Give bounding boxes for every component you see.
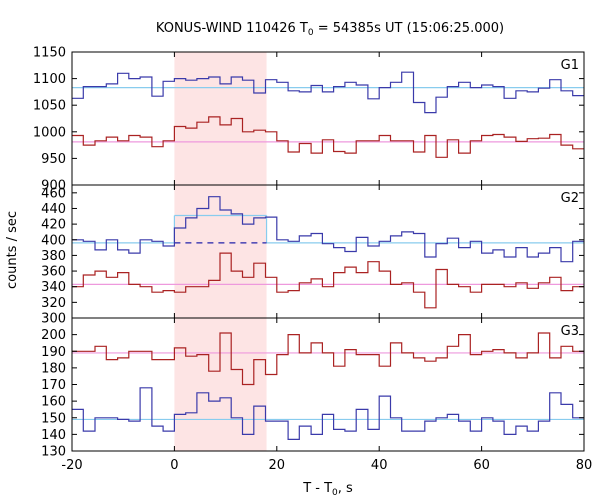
y-tick-label-g3-140: 140 bbox=[41, 428, 66, 443]
y-tick-label-g2-400: 400 bbox=[41, 233, 66, 248]
x-tick-label-40: 40 bbox=[371, 458, 388, 473]
series-g3-red bbox=[72, 332, 584, 386]
plot-area: 9009501000105011001150G13003203403603804… bbox=[33, 46, 592, 474]
y-tick-label-g3-150: 150 bbox=[41, 411, 66, 426]
x-tick-label--20: -20 bbox=[61, 458, 82, 473]
y-tick-label-g3-190: 190 bbox=[41, 345, 66, 360]
y-tick-label-g1-900: 900 bbox=[41, 179, 66, 194]
y-tick-label-g2-440: 440 bbox=[41, 202, 66, 217]
y-axis-label: counts / sec bbox=[5, 211, 20, 289]
y-tick-label-g2-460: 460 bbox=[41, 186, 66, 201]
series-g2-blue bbox=[72, 196, 584, 263]
y-tick-label-g2-340: 340 bbox=[41, 280, 66, 295]
panel-frame-g1 bbox=[71, 51, 585, 186]
y-tick-label-g1-1000: 1000 bbox=[33, 125, 66, 140]
y-tick-label-g3-180: 180 bbox=[41, 361, 66, 376]
shaded-interval bbox=[174, 52, 267, 451]
series-g1-red bbox=[72, 116, 584, 158]
panel-frame-g2 bbox=[71, 184, 585, 319]
x-tick-label-0: 0 bbox=[170, 458, 178, 473]
y-tick-label-g3-200: 200 bbox=[41, 328, 66, 343]
x-tick-label-60: 60 bbox=[473, 458, 490, 473]
y-tick-label-g1-1100: 1100 bbox=[33, 72, 66, 87]
series-g3-blue bbox=[72, 387, 584, 440]
chart-title: KONUS-WIND 110426 T0 = 54385s UT (15:06:… bbox=[156, 21, 504, 38]
y-tick-label-g1-950: 950 bbox=[41, 152, 66, 167]
y-tick-label-g2-300: 300 bbox=[41, 312, 66, 327]
x-axis-label: T - T0, s bbox=[302, 481, 353, 498]
y-tick-label-g2-420: 420 bbox=[41, 218, 66, 233]
x-tick-label-20: 20 bbox=[269, 458, 286, 473]
panel-label-g2: G2 bbox=[561, 191, 579, 206]
series-g1-blue bbox=[72, 71, 584, 114]
panel-frame-g3 bbox=[71, 317, 585, 452]
panel-label-g3: G3 bbox=[561, 324, 579, 339]
panel-label-g1: G1 bbox=[561, 58, 579, 73]
y-tick-label-g2-380: 380 bbox=[41, 249, 66, 264]
y-tick-label-g3-160: 160 bbox=[41, 395, 66, 410]
series-g2-red bbox=[72, 252, 584, 309]
y-tick-label-g2-360: 360 bbox=[41, 265, 66, 280]
y-tick-label-g1-1050: 1050 bbox=[33, 99, 66, 114]
y-tick-label-g2-320: 320 bbox=[41, 296, 66, 311]
y-tick-label-g1-1150: 1150 bbox=[33, 46, 66, 61]
x-tick-label-80: 80 bbox=[576, 458, 593, 473]
y-tick-label-g3-130: 130 bbox=[41, 445, 66, 460]
y-tick-label-g3-170: 170 bbox=[41, 378, 66, 393]
